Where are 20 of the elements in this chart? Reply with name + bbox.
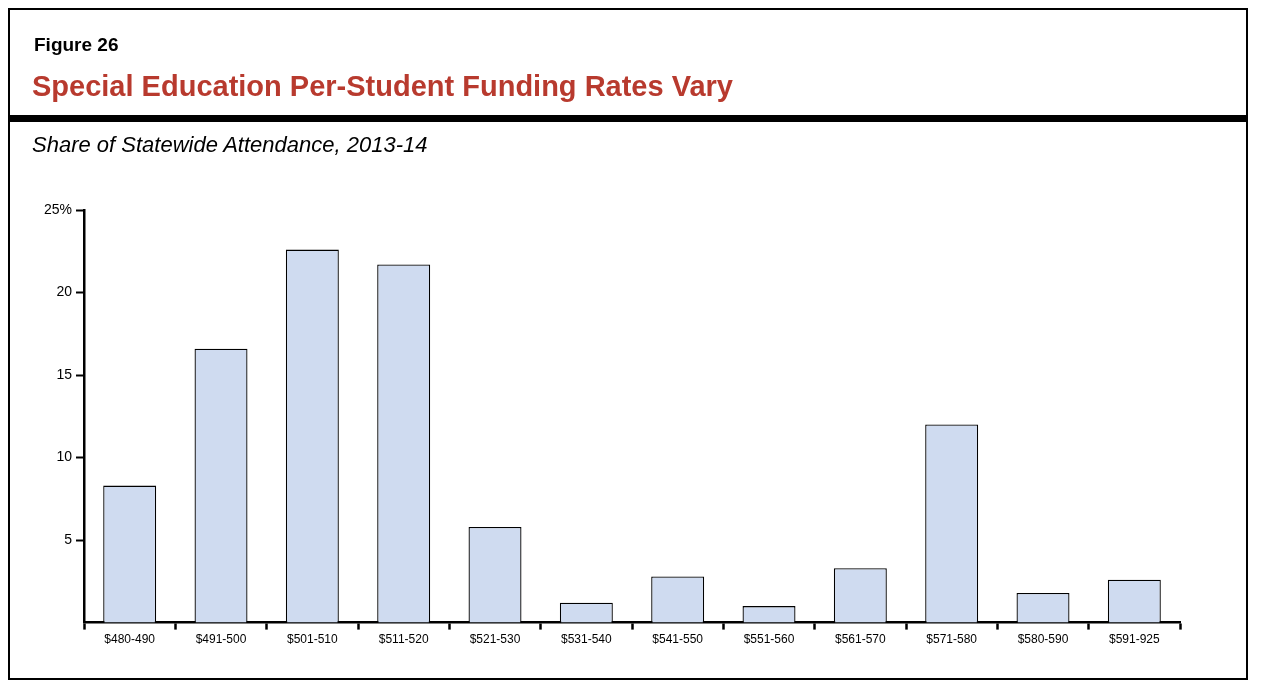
x-tick-label: $491-500 <box>195 632 247 647</box>
x-tick-label: $591-925 <box>1108 632 1161 647</box>
y-tick-label: 5 <box>64 530 73 547</box>
y-tick-label: 25% <box>43 200 73 217</box>
x-tick-label: $531-540 <box>560 632 613 647</box>
x-tick-label: $541-550 <box>652 632 704 647</box>
x-tick-label: $480-490 <box>104 632 156 647</box>
x-tick-label: $571-580 <box>926 632 978 647</box>
x-tick-label: $580-590 <box>1017 632 1069 647</box>
x-tick-label: $511-520 <box>378 632 429 647</box>
y-tick-label: 20 <box>56 283 73 300</box>
chart-subtitle: Share of Statewide Attendance, 2013-14 <box>32 132 428 158</box>
y-tick-label: 15 <box>56 365 73 382</box>
y-tick-label: 10 <box>56 448 73 465</box>
x-tick-label: $551-560 <box>743 632 795 647</box>
x-tick-label: $521-530 <box>469 632 521 647</box>
x-tick-label: $561-570 <box>834 632 887 647</box>
x-tick-label: $501-510 <box>286 632 339 647</box>
caption: Figure 26 <box>34 34 119 56</box>
chart-title: Special Education Per-Student Funding Rates Vary <box>32 70 733 103</box>
